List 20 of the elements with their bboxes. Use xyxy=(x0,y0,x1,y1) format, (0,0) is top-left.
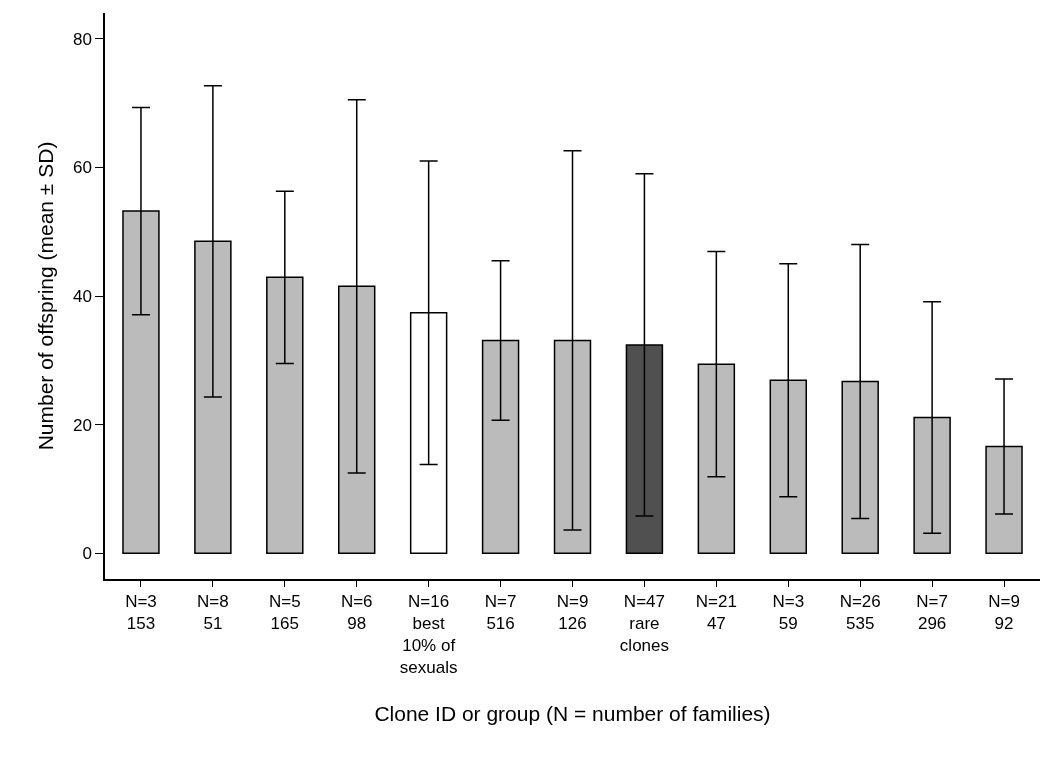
x-tick-label: N=47 rare clones xyxy=(619,592,669,656)
x-tick-label: N=6 98 xyxy=(340,592,373,634)
x-tick-label: N=16 best 10% of sexuals xyxy=(399,592,458,678)
x-tick-label: N=7 516 xyxy=(484,592,517,634)
x-tick-label: N=9 92 xyxy=(988,592,1020,634)
x-tick-label: N=7 296 xyxy=(916,592,948,634)
x-tick-label: N=8 51 xyxy=(197,592,229,634)
x-tick-label: N=3 59 xyxy=(772,592,805,634)
y-tick-label: 0 xyxy=(82,544,92,564)
x-tick-label: N=26 535 xyxy=(839,592,881,634)
x-tick-label: N=9 126 xyxy=(556,592,589,634)
x-axis-title: Clone ID or group (N = number of families) xyxy=(374,702,771,726)
y-tick-label: 20 xyxy=(72,415,92,435)
x-tick-label: N=3 153 xyxy=(125,592,157,634)
y-tick-label: 80 xyxy=(72,29,92,49)
x-tick-label: N=21 47 xyxy=(695,592,737,634)
y-axis-title: Number of offspring (mean ± SD) xyxy=(33,141,57,451)
x-tick-label: N=5 165 xyxy=(268,592,301,634)
y-tick-label: 60 xyxy=(72,158,92,178)
y-tick-label: 40 xyxy=(72,286,92,306)
